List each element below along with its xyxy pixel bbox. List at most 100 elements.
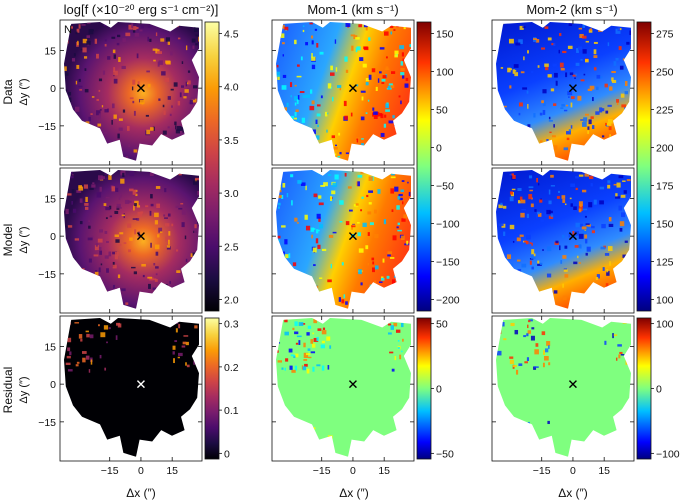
- y-tick-label: 15: [44, 193, 56, 205]
- center-marker-icon: [136, 380, 145, 389]
- colorbar-flux-top: 4.5 4.0 3.5 3.0 2.5 2.0: [204, 21, 239, 312]
- colorbar-mom2-top: 275 250 225 200 175 150 125 100: [636, 21, 674, 312]
- colorbar-tick-label: −50: [436, 448, 454, 460]
- title-mom2: Mom-2 (km s⁻¹): [526, 2, 617, 17]
- colorbar-tick-label: 100: [656, 294, 674, 306]
- colorbar-tick-label: 2.0: [224, 294, 239, 306]
- panel-mom1-data: [271, 19, 415, 166]
- colorbar-tick-label: 100: [656, 319, 674, 331]
- colorbar-tick-label: 50: [436, 319, 448, 331]
- y-tick-label: 0: [50, 231, 56, 243]
- colorbar-mom2-res: 100 0 −100: [636, 317, 680, 460]
- panel-frame: [271, 315, 415, 462]
- colorbar-tick-label: 4.5: [224, 29, 239, 41]
- map-image: [276, 22, 412, 161]
- center-marker-icon: [348, 84, 357, 93]
- colorbar-tick-label: −100: [436, 218, 460, 230]
- xlabel-mom2: Δx (″): [558, 486, 588, 500]
- xlabel-mom1: Δx (″): [339, 486, 369, 500]
- north-label: N: [64, 24, 72, 36]
- panel-mom2-data: [491, 19, 635, 166]
- row-label-model: Model Δy (″): [1, 224, 30, 257]
- colorbar-mom1-top: 150 100 50 0 −50 −100 −150 −200: [416, 21, 460, 312]
- panel-mom1-residual: −15 0 15: [271, 315, 415, 477]
- y-tick-label: 0: [50, 379, 56, 391]
- colorbar-tick-label: 225: [656, 105, 674, 117]
- x-tick-label: −15: [313, 465, 331, 477]
- colorbar-tick-label: 0: [656, 384, 662, 396]
- y-tick-label: −15: [38, 121, 56, 133]
- y-tick-label: 15: [44, 45, 56, 57]
- colorbar-tick-label: 0: [224, 448, 230, 460]
- x-tick-label: 0: [350, 465, 356, 477]
- panel-flux-data: 15 0 −15 N: [38, 19, 203, 166]
- colorbar-tick-label: 200: [656, 143, 674, 155]
- y-tick-label: −15: [38, 269, 56, 281]
- colorbar-tick-label: 2.5: [224, 241, 239, 253]
- panel-mom2-model: [491, 167, 635, 314]
- colorbar-tick-label: 250: [656, 67, 674, 79]
- colorbar-tick-label: 100: [436, 67, 454, 79]
- colorbar-tick-label: −50: [436, 180, 454, 192]
- row-label-residual-text: Residual: [1, 367, 15, 414]
- colorbar-tick-label: 0.1: [224, 405, 239, 417]
- x-tick-label: 15: [166, 465, 178, 477]
- x-tick-label: 15: [598, 465, 610, 477]
- x-tick-label: −15: [101, 465, 119, 477]
- row-ylabel-data: Δy (″): [18, 78, 30, 105]
- center-marker-icon: [136, 84, 145, 93]
- colorbar-mom1-res: 50 0 −50: [416, 317, 454, 460]
- title-mom1: Mom-1 (km s⁻¹): [307, 2, 398, 17]
- colorbar-tick-label: 0.3: [224, 319, 239, 331]
- colorbar-tick-label: −150: [436, 256, 460, 268]
- center-marker-icon: [348, 232, 357, 241]
- colorbar-tick-label: 0: [436, 143, 442, 155]
- center-marker-icon: [348, 380, 357, 389]
- x-tick-label: 15: [378, 465, 390, 477]
- row-label-data: Data Δy (″): [1, 78, 30, 105]
- panel-frame: [59, 315, 203, 462]
- panel-frame: [491, 19, 635, 166]
- panel-frame: [271, 19, 415, 166]
- center-marker-icon: [136, 232, 145, 241]
- x-tick-label: 0: [138, 465, 144, 477]
- colorbar-tick-label: 3.0: [224, 188, 239, 200]
- row-ylabel-model: Δy (″): [18, 226, 30, 253]
- panel-frame: [59, 19, 203, 166]
- colorbar-tick-label: 0.2: [224, 362, 239, 374]
- center-marker-icon: [568, 84, 577, 93]
- colorbar-tick-label: 3.5: [224, 135, 239, 147]
- y-tick-label: 15: [44, 341, 56, 353]
- row-label-residual: Residual Δy (″): [1, 367, 30, 414]
- row-label-data-text: Data: [1, 79, 15, 105]
- colorbar-tick-label: 125: [656, 256, 674, 268]
- panel-frame: [59, 167, 203, 314]
- colorbar-tick-label: 175: [656, 180, 674, 192]
- colorbar-tick-label: −200: [436, 294, 460, 306]
- title-flux: log[f (×10⁻²⁰ erg s⁻¹ cm⁻²)]: [64, 2, 219, 17]
- colorbar-tick-label: −100: [656, 448, 680, 460]
- panel-flux-model: 15 0 −15: [38, 167, 203, 314]
- row-ylabel-residual: Δy (″): [18, 376, 30, 403]
- colorbar-tick-label: 4.0: [224, 82, 239, 94]
- row-label-model-text: Model: [1, 224, 15, 257]
- y-tick-label: 0: [50, 83, 56, 95]
- panel-frame: [491, 315, 635, 462]
- center-marker-icon: [568, 380, 577, 389]
- colorbar-flux-res: 0.3 0.2 0.1 0: [204, 317, 239, 460]
- center-marker-icon: [568, 232, 577, 241]
- y-tick-label: −15: [38, 417, 56, 429]
- colorbar-tick-label: 275: [656, 29, 674, 41]
- colorbar-tick-label: 150: [436, 29, 454, 41]
- panel-frame: [271, 167, 415, 314]
- x-tick-label: −15: [533, 465, 551, 477]
- panel-flux-residual: −15 0 15 15 0 −15: [38, 315, 203, 477]
- colorbar-tick-label: 50: [436, 105, 448, 117]
- colorbar-tick-label: 0: [436, 384, 442, 396]
- panel-mom1-model: [271, 167, 415, 314]
- xlabel-flux: Δx (″): [126, 486, 156, 500]
- x-tick-label: 0: [570, 465, 576, 477]
- panel-frame: [491, 167, 635, 314]
- panel-mom2-residual: −15 0 15: [491, 315, 635, 477]
